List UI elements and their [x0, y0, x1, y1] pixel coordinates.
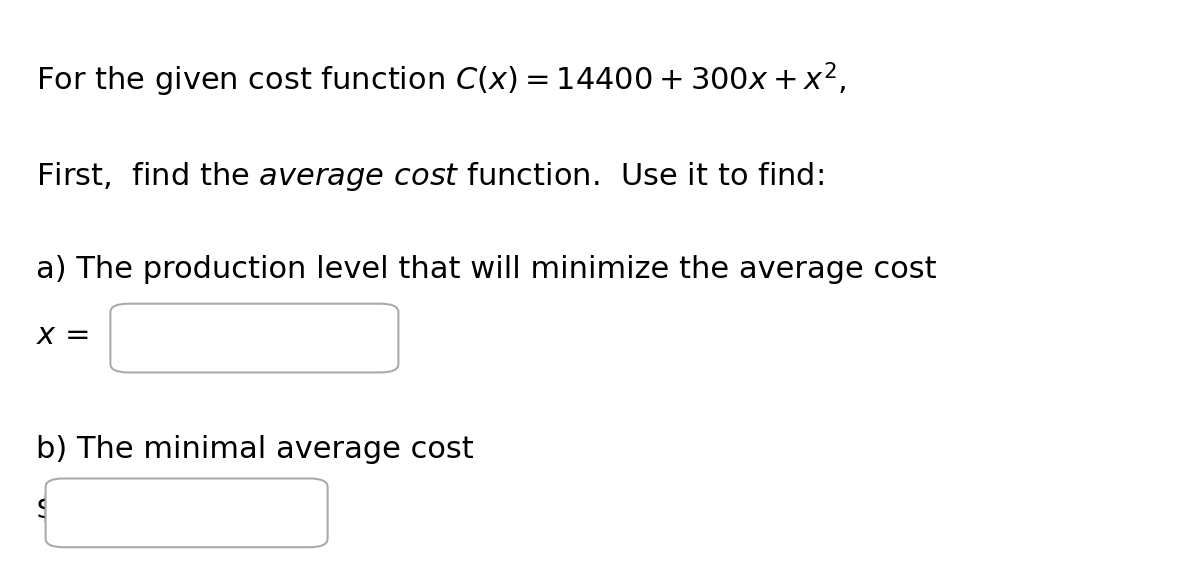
Text: $x$ =: $x$ =: [36, 321, 89, 350]
Text: b) The minimal average cost: b) The minimal average cost: [36, 435, 474, 465]
Text: For the given cost function $C(x) = 14400 + 300x + x^2$,: For the given cost function $C(x) = 1440…: [36, 60, 846, 99]
Text: $: $: [36, 494, 55, 523]
FancyBboxPatch shape: [46, 478, 328, 547]
Text: a) The production level that will minimize the average cost: a) The production level that will minimi…: [36, 255, 937, 284]
FancyBboxPatch shape: [110, 304, 398, 372]
Text: First,  find the $\mathit{average\ cost}$ function.  Use it to find:: First, find the $\mathit{average\ cost}$…: [36, 160, 824, 194]
